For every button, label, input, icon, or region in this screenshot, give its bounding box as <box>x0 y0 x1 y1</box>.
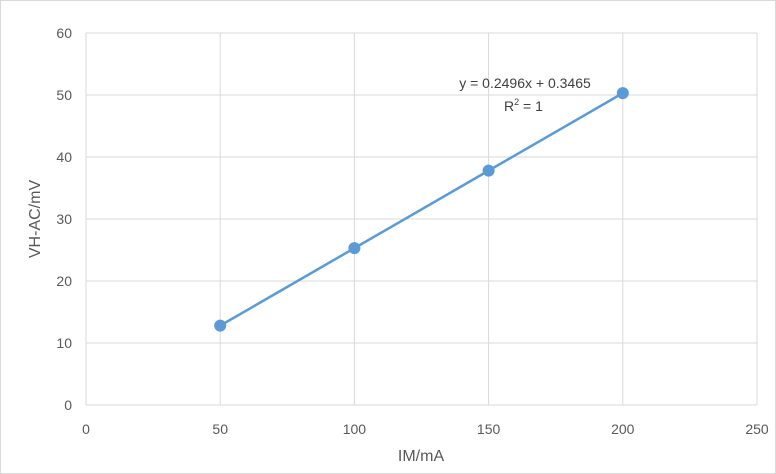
y-tick-label: 50 <box>56 87 72 103</box>
y-tick-label: 40 <box>56 149 72 165</box>
y-axis-title: VH-AC/mV <box>27 180 44 259</box>
y-tick-label: 10 <box>56 335 72 351</box>
x-tick-label: 50 <box>212 421 228 437</box>
x-axis-title: IM/mA <box>398 448 445 465</box>
data-point <box>348 242 361 255</box>
data-point <box>214 319 227 332</box>
y-tick-label: 30 <box>56 211 72 227</box>
data-point <box>482 164 495 177</box>
trendline-equation: y = 0.2496x + 0.3465 <box>459 75 591 91</box>
tick-labels: 0 10 20 30 40 50 60 0 50 100 150 200 250 <box>56 25 768 437</box>
y-tick-label: 20 <box>56 273 72 289</box>
y-tick-label: 0 <box>64 397 72 413</box>
x-tick-label: 200 <box>611 421 635 437</box>
r2-value: = 1 <box>519 98 543 114</box>
x-tick-label: 250 <box>745 421 769 437</box>
data-point <box>616 87 629 100</box>
r2-prefix: R <box>504 98 514 114</box>
r2-exponent: 2 <box>514 97 519 107</box>
x-tick-label: 0 <box>82 421 90 437</box>
y-tick-label: 60 <box>56 25 72 41</box>
trendline-r-squared: R2 = 1 <box>504 97 543 114</box>
grid-layer <box>85 32 758 406</box>
x-tick-label: 150 <box>477 421 501 437</box>
series-line <box>219 92 624 327</box>
series-layer <box>214 87 629 332</box>
x-tick-label: 100 <box>343 421 367 437</box>
